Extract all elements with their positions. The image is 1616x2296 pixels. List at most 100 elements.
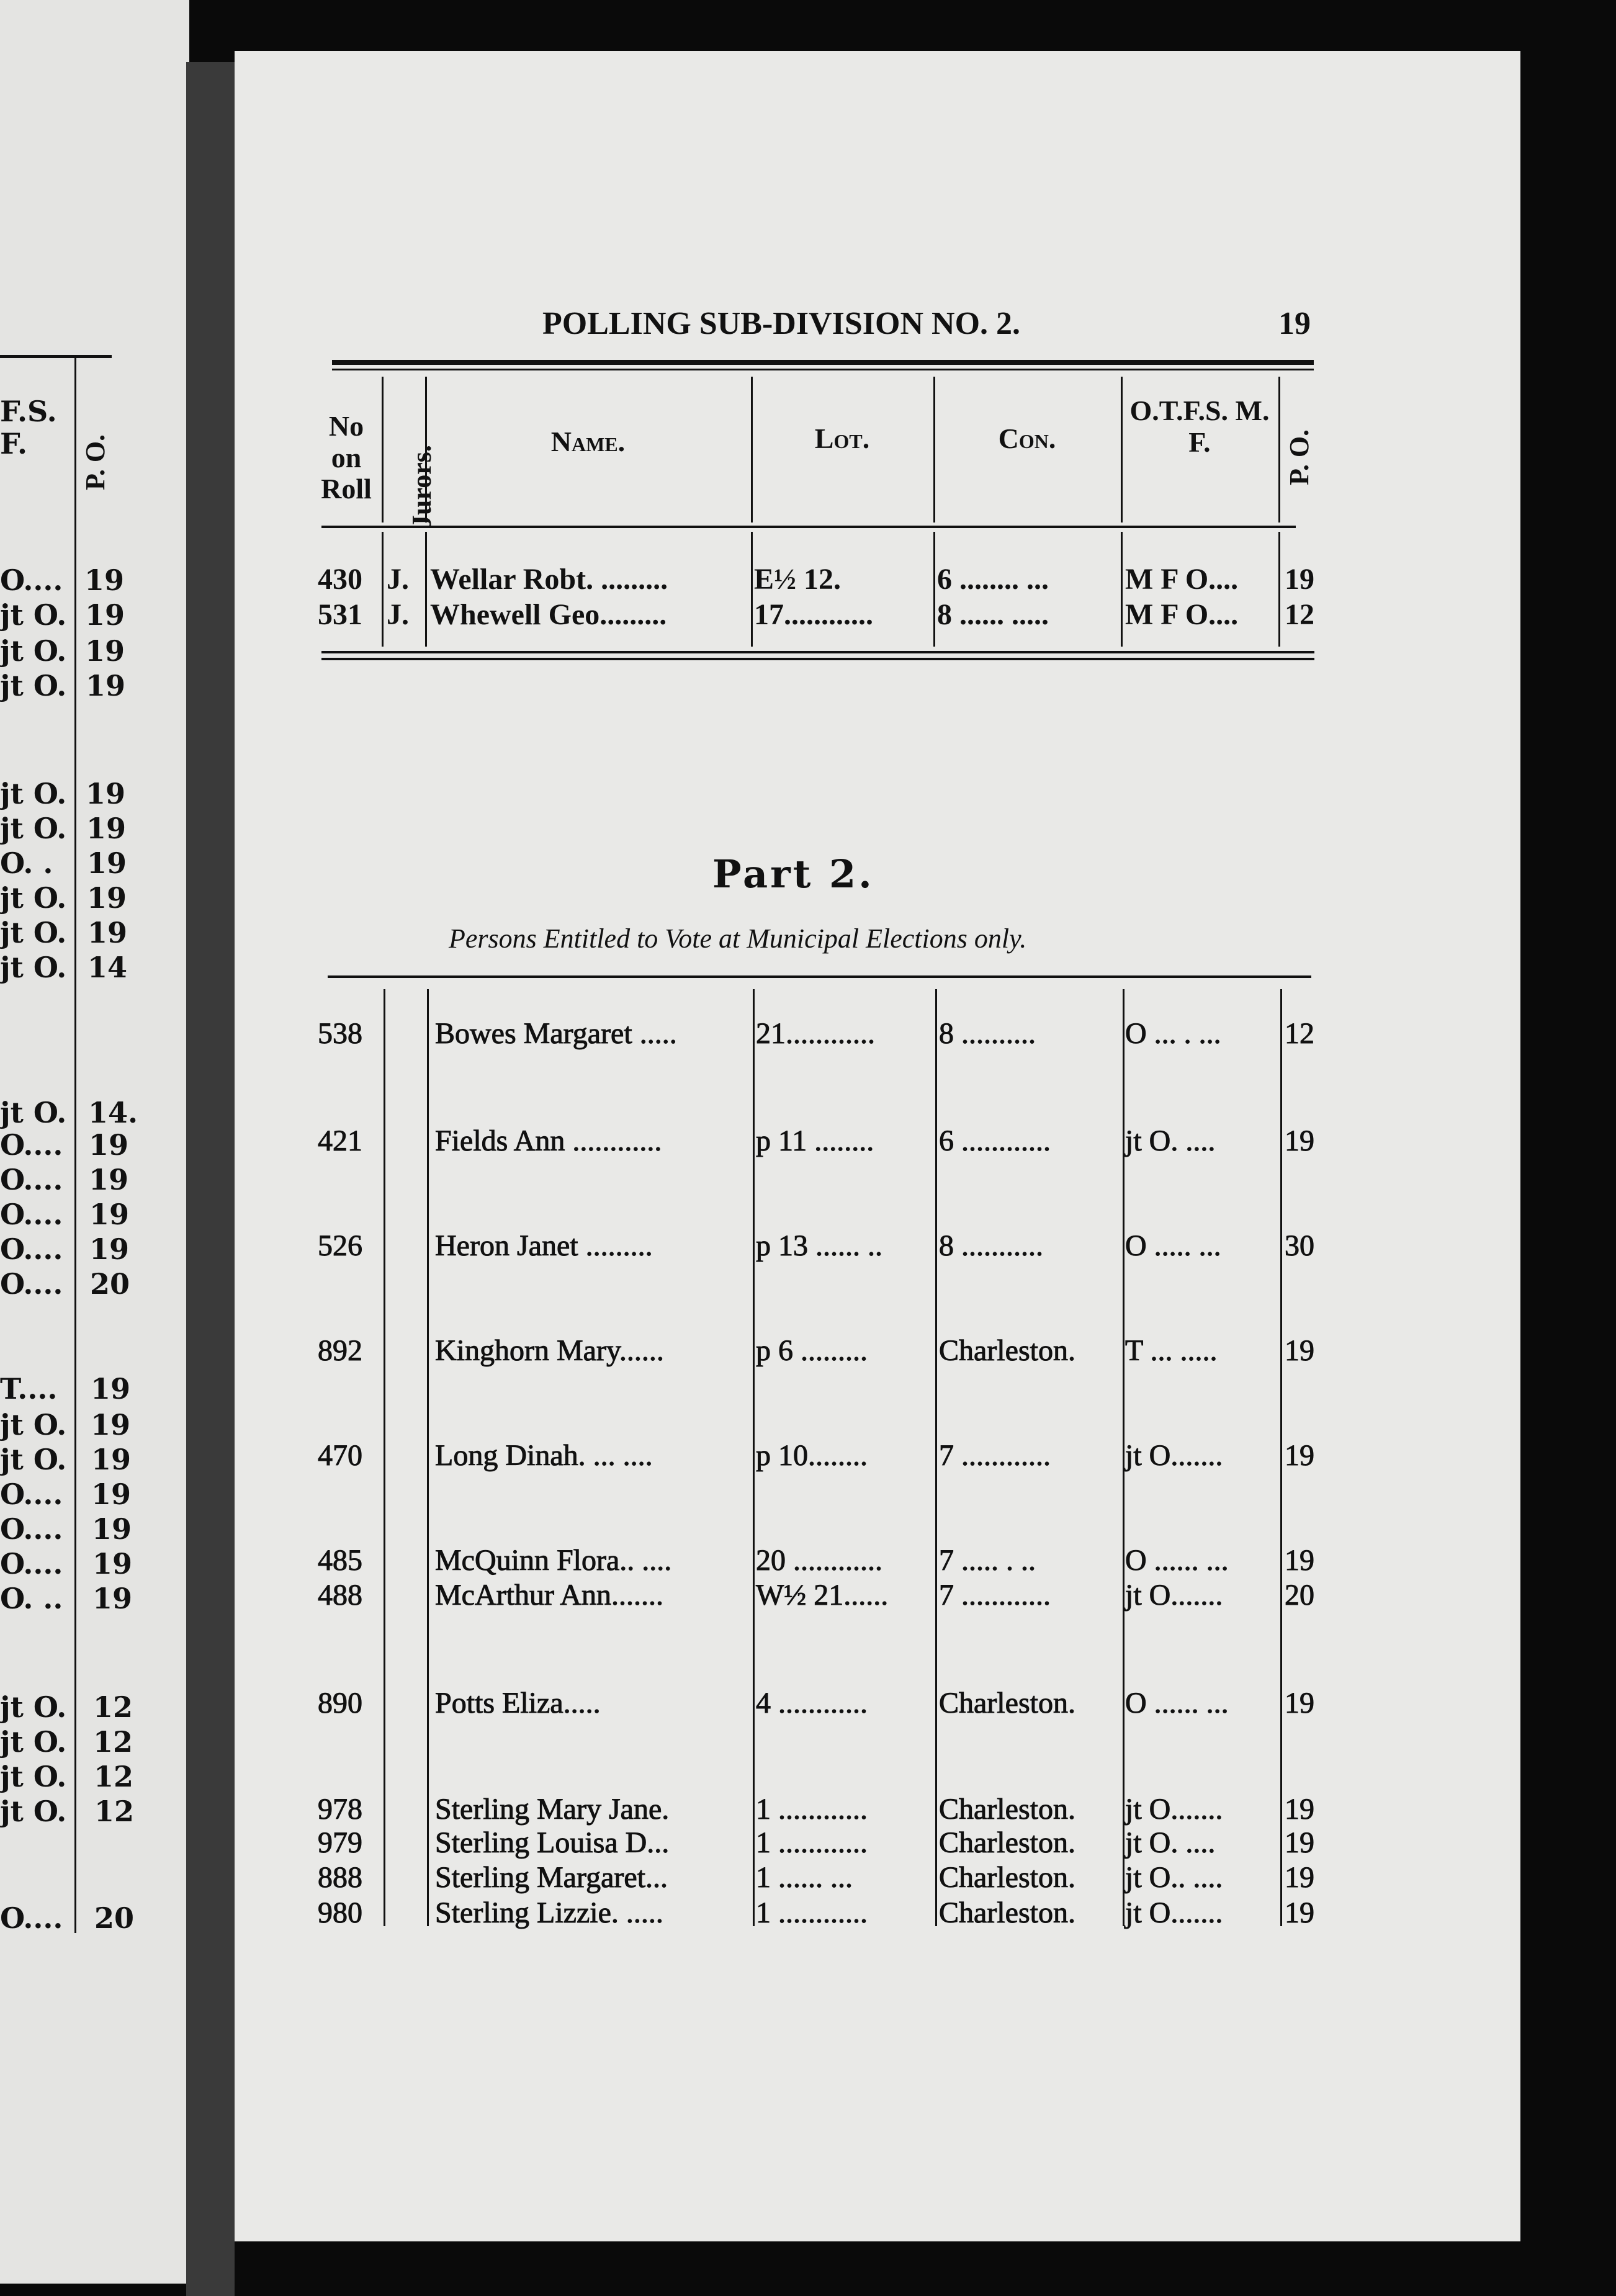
cell-name: McQuinn Flora.. ....	[434, 1544, 672, 1577]
otfs-fragment: jt O.	[0, 1408, 67, 1442]
cell-name: Sterling Lizzie. .....	[435, 1896, 664, 1929]
po-value: 12	[93, 1725, 133, 1759]
table-row: 526 Heron Janet ......... p 13 ...... .. 8 …	[235, 1231, 1327, 1266]
table-row: 888 Sterling Margaret... 1 ...... ... Charl…	[235, 1861, 1327, 1898]
list-item: O.... 19	[0, 1549, 186, 1581]
list-item: jt O. 12	[0, 1762, 186, 1793]
column-header-po: P. O.	[1284, 429, 1314, 485]
po-value: 19	[89, 1232, 130, 1266]
cell-no: 979	[318, 1826, 363, 1859]
po-value: 12	[94, 1795, 135, 1828]
table-row: 430 J. Wellar Robt. ......... E½ 12. 6 .....…	[235, 565, 1327, 599]
otfs-fragment: jt O.	[0, 1760, 67, 1793]
otfs-fragment: O....	[0, 1478, 63, 1511]
column-divider	[1123, 989, 1124, 1926]
table-row: 421 Fields Ann ............ p 11 ........ 6…	[235, 1126, 1327, 1161]
cell-otfs: jt O.......	[1124, 1896, 1223, 1929]
list-item: jt O. 19	[0, 884, 186, 915]
column-header-otfs: O.T.F.S. M. F.	[1129, 395, 1270, 458]
po-value: 19	[86, 777, 126, 810]
column-divider	[1121, 377, 1123, 522]
left-header-mf: F.	[0, 427, 28, 460]
cell-po: 12	[1285, 1017, 1315, 1050]
cell-name: Sterling Margaret...	[434, 1861, 668, 1894]
po-value: 19	[91, 1478, 132, 1511]
section-rule	[328, 975, 1311, 978]
cell-name: McArthur Ann.......	[435, 1579, 664, 1612]
double-rule	[321, 651, 1314, 653]
cell-lot: E½ 12.	[754, 563, 842, 596]
cell-po: 19	[1285, 1334, 1315, 1367]
otfs-fragment: jt O.	[0, 951, 67, 984]
cell-po: 19	[1285, 1544, 1315, 1577]
column-divider	[382, 532, 384, 647]
cell-otfs: jt O. ....	[1124, 1124, 1216, 1157]
column-divider	[384, 989, 385, 1926]
po-value: 19	[84, 563, 125, 597]
list-item: jt O. 12	[0, 1693, 186, 1724]
po-value: 19	[85, 634, 125, 668]
running-head: POLLING SUB-DIVISION NO. 2.	[542, 306, 1021, 341]
otfs-fragment: O....	[0, 1232, 63, 1266]
cell-no: 470	[318, 1439, 363, 1472]
column-divider	[933, 532, 935, 647]
po-value: 19	[91, 1408, 131, 1442]
list-item: jt O. 12	[0, 1728, 186, 1759]
cell-po: 12	[1285, 598, 1314, 631]
otfs-fragment: O....	[0, 1163, 63, 1196]
cell-po: 19	[1285, 563, 1314, 596]
po-value: 19	[87, 881, 127, 915]
column-header-no: No on Roll	[321, 410, 372, 505]
po-value: 19	[92, 1582, 133, 1615]
cell-po: 19	[1285, 1439, 1315, 1472]
cell-con: 6 ............	[939, 1124, 1051, 1157]
column-divider	[382, 377, 384, 522]
cell-lot: p 10........	[756, 1439, 868, 1472]
list-item: jt O. 19	[0, 601, 186, 632]
column-divider	[933, 377, 935, 522]
list-item: O.... 19	[0, 1235, 186, 1266]
list-item: jt O. 19	[0, 637, 186, 668]
cell-name: Bowes Margaret .....	[435, 1017, 678, 1050]
part-title: Part 2.	[712, 851, 874, 897]
cell-name: Sterling Mary Jane.	[434, 1793, 670, 1826]
column-header-name: Name.	[550, 426, 626, 457]
cell-name: Heron Janet .........	[435, 1229, 653, 1262]
cell-con: Charleston.	[939, 1334, 1076, 1367]
cell-otfs: O ...... ...	[1125, 1544, 1229, 1577]
column-divider	[1280, 989, 1282, 1926]
book-gutter	[186, 62, 235, 2296]
column-divider	[427, 989, 429, 1926]
cell-otfs: jt O.......	[1124, 1439, 1223, 1472]
cell-jurors: J.	[387, 598, 409, 631]
list-item: jt O. 12	[0, 1797, 186, 1828]
otfs-fragment: O....	[0, 1267, 63, 1301]
column-divider	[74, 357, 76, 1933]
po-value: 19	[91, 1443, 132, 1476]
cell-con: Charleston.	[939, 1793, 1076, 1826]
page-number: 19	[1278, 306, 1311, 341]
cell-name: Wellar Robt. .........	[430, 563, 668, 596]
table-row: 470 Long Dinah. ... .... p 10........ 7 ...…	[235, 1439, 1327, 1476]
list-item: jt O. 19	[0, 1445, 186, 1476]
list-item: O. .. 19	[0, 1584, 186, 1615]
cell-otfs: jt O. ....	[1124, 1826, 1216, 1859]
otfs-fragment: jt O.	[0, 916, 67, 949]
otfs-fragment: O....	[0, 1128, 63, 1162]
list-item: O.... 19	[0, 1165, 186, 1196]
cell-otfs: M F O....	[1125, 563, 1239, 596]
table-row: 531 J. Whewell Geo......... 17............ 8…	[235, 600, 1327, 635]
otfs-fragment: jt O.	[0, 881, 67, 915]
list-item: O.... 19	[0, 1131, 186, 1162]
cell-lot: 1 ............	[756, 1793, 868, 1826]
column-divider	[751, 532, 753, 647]
list-item: T.... 19	[0, 1374, 186, 1406]
column-divider	[753, 989, 755, 1926]
cell-con: Charleston.	[939, 1861, 1076, 1894]
po-value: 19	[91, 1372, 131, 1406]
po-value: 20	[94, 1901, 135, 1935]
po-value: 19	[86, 812, 127, 845]
list-item: O.... 19	[0, 1515, 186, 1546]
po-value: 14	[88, 951, 128, 984]
cell-no: 526	[318, 1229, 363, 1262]
